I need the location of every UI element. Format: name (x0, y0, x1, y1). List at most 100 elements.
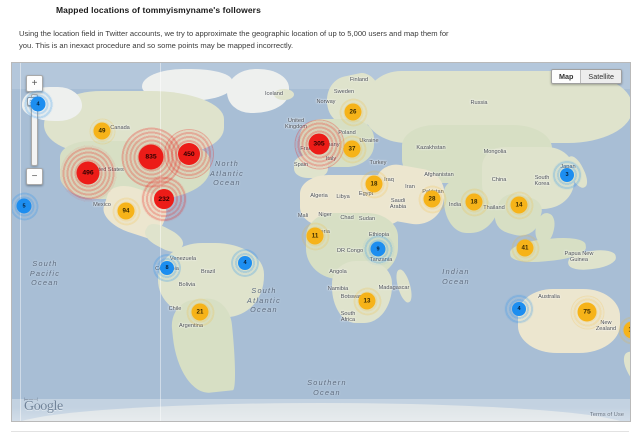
cluster-marker-count: 11 (311, 232, 319, 240)
cluster-marker[interactable]: 37 (338, 135, 366, 163)
country-label-canada: Canada (110, 125, 130, 131)
country-label-thailand: Thailand (483, 205, 505, 211)
country-label-afghanistan: Afghanistan (424, 172, 454, 178)
country-label-chad: Chad (340, 215, 354, 221)
graticule-meridian (160, 63, 161, 421)
cluster-marker-halo (360, 170, 388, 198)
map-type-map-button[interactable]: Map (552, 70, 582, 84)
cluster-marker-count: 13 (629, 327, 630, 334)
cluster-marker[interactable]: 13 (618, 316, 630, 344)
cluster-marker-count: 75 (583, 308, 591, 316)
ocean-label-south-pacific-ocean: South Pacific Ocean (29, 259, 61, 287)
cluster-marker-count: 28 (428, 195, 436, 203)
cluster-marker[interactable]: 496 (60, 145, 116, 201)
cluster-marker-halo (231, 249, 259, 277)
cluster-marker[interactable]: 13 (353, 287, 381, 315)
cluster-marker-halo (112, 197, 140, 225)
cluster-marker[interactable]: 9 (362, 233, 394, 265)
cluster-marker-count: 305 (313, 140, 325, 148)
cluster-marker-halo (89, 118, 115, 144)
map-type-satellite-button[interactable]: Satellite (581, 70, 621, 84)
cluster-marker-halo (141, 176, 187, 222)
country-label-saudi-arabia: Saudi Arabia (389, 198, 407, 211)
land-southern-africa (332, 261, 392, 323)
country-label-italy: Italy (326, 156, 336, 162)
country-label-papua-new-guinea: Papua New Guinea (564, 251, 594, 264)
cluster-marker[interactable]: 94 (112, 197, 140, 225)
cluster-marker-halo (570, 295, 604, 329)
country-label-venezuela: Venezuela (169, 256, 197, 262)
cluster-marker-count: 450 (183, 150, 195, 158)
page-divider (11, 431, 629, 432)
cluster-marker[interactable]: 4 (504, 294, 534, 324)
ocean-label-north-atlantic-ocean: North Atlantic Ocean (210, 159, 244, 187)
cluster-marker-count: 13 (363, 297, 371, 305)
cluster-marker[interactable]: 4 (231, 249, 259, 277)
cluster-marker[interactable]: 11 (301, 222, 329, 250)
country-label-chile: Chile (168, 306, 182, 312)
cluster-marker-halo (338, 135, 366, 163)
cluster-marker[interactable]: 8 (153, 254, 181, 282)
cluster-marker[interactable]: 232 (141, 176, 187, 222)
cluster-marker[interactable]: 835 (121, 127, 181, 187)
land-iberia (294, 155, 328, 178)
country-label-mexico: Mexico (93, 202, 111, 208)
country-label-turkey: Turkey (369, 160, 387, 166)
cluster-marker-count: 496 (82, 169, 94, 177)
terms-of-use-link[interactable]: Terms of Use (589, 412, 624, 418)
country-label-poland: Poland (338, 130, 356, 136)
cluster-marker-halo (153, 254, 181, 282)
country-label-libya: Libya (336, 194, 350, 200)
country-label-ukraine: Ukraine (359, 138, 379, 144)
country-label-japan: Japan (560, 164, 575, 170)
map-canvas[interactable]: North Atlantic Ocean South Atlantic Ocean… (11, 62, 631, 422)
map-scale-bar: ⊢—⊣ (24, 397, 38, 403)
cluster-marker[interactable]: 18 (360, 170, 388, 198)
cluster-marker-halo (301, 222, 329, 250)
cluster-marker-count: 49 (98, 127, 106, 135)
ocean-label-indian-ocean: Indian Ocean (442, 267, 470, 286)
country-label-new-zealand: New Zealand (595, 320, 617, 333)
cluster-marker[interactable]: 21 (186, 298, 214, 326)
zoom-in-button[interactable]: + (26, 75, 43, 92)
land-australia (518, 289, 620, 353)
cluster-marker-count: 232 (158, 195, 170, 203)
zoom-out-button[interactable]: − (26, 168, 43, 185)
country-label-namibia: Namibia (327, 286, 349, 292)
country-label-norway: Norway (316, 99, 336, 105)
cluster-marker-count: 8 (165, 265, 169, 271)
cluster-marker-halo (460, 188, 488, 216)
cluster-marker[interactable]: 18 (460, 188, 488, 216)
country-label-angola: Angola (329, 269, 347, 275)
cluster-marker-halo (60, 145, 116, 201)
cluster-marker[interactable]: 305 (294, 119, 344, 169)
cluster-marker[interactable]: 41 (511, 234, 539, 262)
cluster-marker[interactable]: 49 (89, 118, 115, 144)
country-label-mongolia: Mongolia (483, 149, 507, 155)
cluster-marker[interactable]: 3 (552, 160, 582, 190)
google-wordmark: Google (24, 399, 63, 414)
cluster-marker-count: 18 (370, 180, 378, 188)
cluster-marker-halo (164, 129, 214, 179)
cluster-marker-halo (339, 98, 367, 126)
cluster-marker-count: 18 (470, 198, 478, 206)
country-label-algeria: Algeria (310, 193, 328, 199)
cluster-marker-count: 3 (565, 172, 569, 178)
map-type-control[interactable]: Map Satellite (551, 69, 622, 85)
cluster-marker[interactable]: 14 (505, 191, 533, 219)
cluster-marker[interactable]: 4 (23, 89, 53, 119)
country-label-united-kingdom: United Kingdom (284, 118, 308, 131)
country-label-spain: Spain (293, 162, 309, 168)
cluster-marker[interactable]: 75 (570, 295, 604, 329)
cluster-marker[interactable]: 5 (12, 192, 38, 220)
country-label-brazil: Brazil (201, 269, 215, 275)
country-label-argentina: Argentina (179, 323, 203, 329)
cluster-marker-count: 835 (145, 153, 157, 161)
cluster-marker[interactable]: 450 (164, 129, 214, 179)
cluster-marker-count: 4 (36, 101, 40, 107)
cluster-marker[interactable]: 26 (339, 98, 367, 126)
cluster-marker[interactable]: 28 (418, 185, 446, 213)
cluster-marker-count: 14 (515, 201, 523, 209)
cluster-marker-halo (505, 191, 533, 219)
country-label-iran: Iran (405, 184, 415, 190)
